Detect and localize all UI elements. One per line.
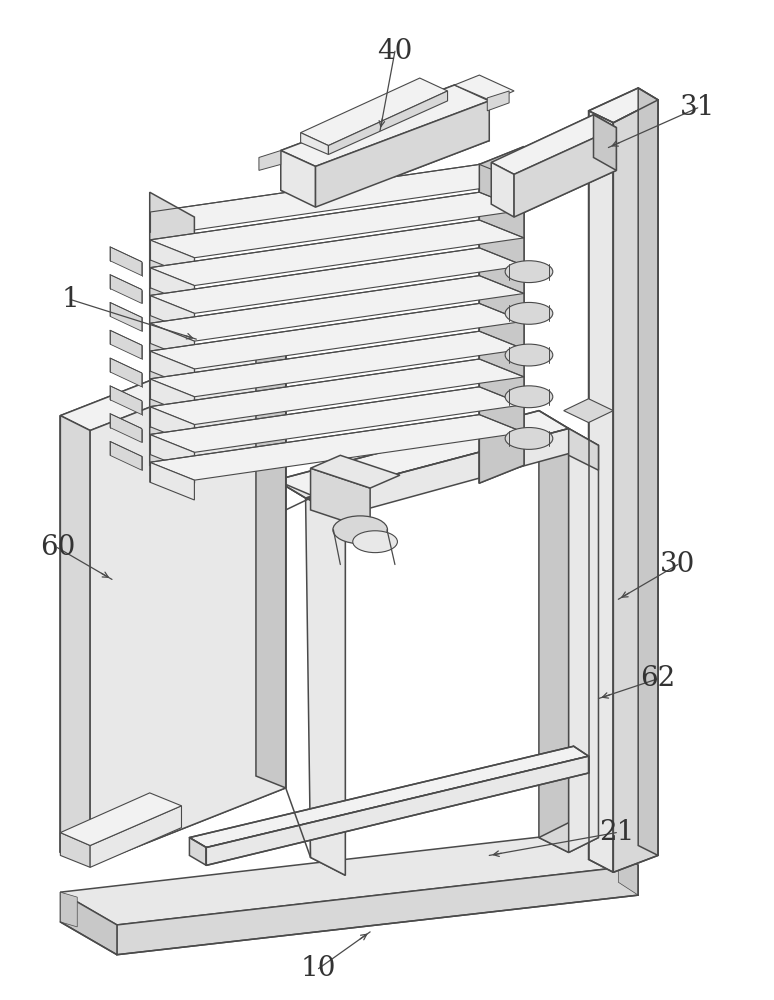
Text: 62: 62 bbox=[640, 665, 676, 692]
Ellipse shape bbox=[505, 344, 553, 366]
Polygon shape bbox=[588, 111, 613, 872]
Text: 10: 10 bbox=[301, 955, 336, 982]
Ellipse shape bbox=[353, 531, 397, 553]
Polygon shape bbox=[539, 823, 598, 852]
Text: 40: 40 bbox=[377, 38, 413, 65]
Polygon shape bbox=[90, 354, 286, 865]
Polygon shape bbox=[306, 429, 598, 515]
Ellipse shape bbox=[505, 428, 553, 449]
Polygon shape bbox=[110, 358, 142, 387]
Polygon shape bbox=[149, 276, 524, 341]
Polygon shape bbox=[149, 415, 524, 480]
Polygon shape bbox=[110, 275, 142, 303]
Polygon shape bbox=[149, 359, 524, 425]
Polygon shape bbox=[149, 387, 524, 452]
Polygon shape bbox=[300, 133, 328, 154]
Polygon shape bbox=[618, 852, 639, 895]
Polygon shape bbox=[569, 429, 598, 852]
Polygon shape bbox=[149, 192, 524, 258]
Ellipse shape bbox=[333, 516, 388, 544]
Polygon shape bbox=[281, 151, 316, 207]
Polygon shape bbox=[149, 295, 194, 333]
Polygon shape bbox=[149, 220, 524, 286]
Polygon shape bbox=[639, 88, 658, 855]
Polygon shape bbox=[190, 746, 588, 847]
Polygon shape bbox=[276, 480, 345, 515]
Polygon shape bbox=[117, 865, 639, 955]
Polygon shape bbox=[454, 75, 514, 101]
Text: 60: 60 bbox=[39, 534, 75, 561]
Polygon shape bbox=[110, 247, 142, 276]
Polygon shape bbox=[60, 892, 117, 955]
Polygon shape bbox=[60, 416, 90, 865]
Polygon shape bbox=[149, 240, 194, 278]
Polygon shape bbox=[563, 399, 613, 423]
Polygon shape bbox=[60, 793, 181, 846]
Ellipse shape bbox=[505, 386, 553, 408]
Polygon shape bbox=[276, 411, 569, 498]
Polygon shape bbox=[90, 806, 181, 867]
Polygon shape bbox=[479, 147, 524, 483]
Polygon shape bbox=[60, 833, 639, 925]
Polygon shape bbox=[539, 411, 569, 852]
Polygon shape bbox=[259, 151, 281, 170]
Text: 1: 1 bbox=[61, 286, 79, 313]
Polygon shape bbox=[149, 462, 194, 500]
Polygon shape bbox=[588, 88, 658, 123]
Polygon shape bbox=[281, 85, 489, 166]
Polygon shape bbox=[149, 303, 524, 369]
Polygon shape bbox=[149, 323, 194, 361]
Polygon shape bbox=[491, 162, 514, 217]
Polygon shape bbox=[149, 212, 194, 250]
Polygon shape bbox=[60, 339, 286, 431]
Polygon shape bbox=[60, 833, 90, 867]
Polygon shape bbox=[110, 330, 142, 359]
Polygon shape bbox=[514, 128, 616, 217]
Polygon shape bbox=[110, 414, 142, 442]
Polygon shape bbox=[491, 115, 616, 174]
Ellipse shape bbox=[505, 302, 553, 324]
Polygon shape bbox=[569, 429, 598, 470]
Polygon shape bbox=[190, 838, 207, 865]
Polygon shape bbox=[306, 498, 345, 875]
Polygon shape bbox=[594, 115, 616, 170]
Polygon shape bbox=[149, 434, 194, 472]
Polygon shape bbox=[310, 498, 345, 875]
Polygon shape bbox=[300, 78, 447, 146]
Ellipse shape bbox=[505, 261, 553, 283]
Polygon shape bbox=[207, 756, 588, 865]
Polygon shape bbox=[149, 248, 524, 313]
Polygon shape bbox=[149, 379, 194, 417]
Polygon shape bbox=[149, 164, 524, 230]
Polygon shape bbox=[256, 339, 286, 788]
Polygon shape bbox=[149, 268, 194, 305]
Polygon shape bbox=[310, 468, 370, 530]
Text: 31: 31 bbox=[680, 94, 715, 121]
Polygon shape bbox=[328, 91, 447, 154]
Polygon shape bbox=[149, 407, 194, 444]
Polygon shape bbox=[613, 100, 658, 872]
Polygon shape bbox=[149, 351, 194, 389]
Polygon shape bbox=[60, 892, 77, 927]
Polygon shape bbox=[110, 386, 142, 415]
Polygon shape bbox=[110, 302, 142, 331]
Polygon shape bbox=[488, 91, 509, 111]
Polygon shape bbox=[310, 455, 400, 488]
Polygon shape bbox=[316, 101, 489, 207]
Polygon shape bbox=[149, 331, 524, 397]
Polygon shape bbox=[110, 441, 142, 470]
Text: 30: 30 bbox=[660, 551, 696, 578]
Polygon shape bbox=[149, 192, 194, 483]
Text: 21: 21 bbox=[598, 819, 634, 846]
